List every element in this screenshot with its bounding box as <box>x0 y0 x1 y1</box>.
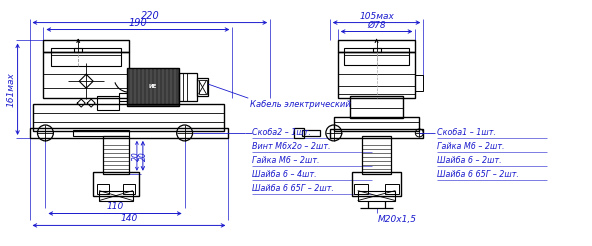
Bar <box>330 129 423 138</box>
Bar <box>97 96 119 110</box>
Bar <box>338 52 416 98</box>
Bar <box>385 184 400 194</box>
Bar <box>93 172 139 196</box>
Bar <box>179 73 197 101</box>
Bar <box>52 48 121 66</box>
Bar <box>103 136 129 174</box>
Bar <box>119 93 127 101</box>
Text: Шайба 6 – 4шт.: Шайба 6 – 4шт. <box>252 170 317 179</box>
Bar <box>123 184 135 194</box>
Bar <box>358 191 395 200</box>
Bar <box>353 184 368 194</box>
Text: 161мах: 161мах <box>7 72 15 107</box>
Text: Шайба 6 65Г – 2шт.: Шайба 6 65Г – 2шт. <box>252 184 334 193</box>
Text: 110: 110 <box>107 202 124 212</box>
Text: 20: 20 <box>139 151 148 161</box>
Bar <box>350 96 403 118</box>
Text: Ø78: Ø78 <box>367 20 386 30</box>
Bar <box>302 130 320 136</box>
Text: 140: 140 <box>120 215 137 223</box>
Text: Шайба 6 65Г – 2шт.: Шайба 6 65Г – 2шт. <box>437 170 519 179</box>
Bar <box>43 41 129 52</box>
Text: Скоба2 – 1шт.: Скоба2 – 1шт. <box>252 128 311 137</box>
Text: Гайка М6 – 2шт.: Гайка М6 – 2шт. <box>437 142 505 151</box>
Bar <box>334 117 419 131</box>
Bar <box>294 128 304 138</box>
Text: Винт М6х2о – 2шт.: Винт М6х2о – 2шт. <box>252 142 331 151</box>
Bar <box>338 41 416 52</box>
Text: Кабель электрический: Кабель электрический <box>250 100 351 109</box>
Bar <box>352 172 401 196</box>
Text: 20: 20 <box>132 151 141 161</box>
Text: ИЕ: ИЕ <box>149 84 157 89</box>
Bar <box>197 78 208 96</box>
Bar <box>34 104 224 131</box>
Bar <box>43 52 129 98</box>
Text: Шайба 6 – 2шт.: Шайба 6 – 2шт. <box>437 156 502 165</box>
Text: 105мах: 105мах <box>359 12 394 21</box>
Bar <box>416 75 423 91</box>
Bar <box>127 68 179 106</box>
Text: 220: 220 <box>140 11 159 21</box>
Text: M20х1,5: M20х1,5 <box>378 215 417 224</box>
Bar <box>344 48 409 65</box>
Bar <box>74 48 82 52</box>
Text: 190: 190 <box>128 17 147 28</box>
Bar <box>198 80 207 94</box>
Bar <box>372 48 381 52</box>
Bar <box>30 128 229 138</box>
Bar <box>73 130 129 136</box>
Bar <box>97 184 109 194</box>
Bar <box>362 136 391 174</box>
Text: Скоба1 – 1шт.: Скоба1 – 1шт. <box>437 128 496 137</box>
Text: Гайка М6 – 2шт.: Гайка М6 – 2шт. <box>252 156 320 165</box>
Bar <box>99 191 133 200</box>
